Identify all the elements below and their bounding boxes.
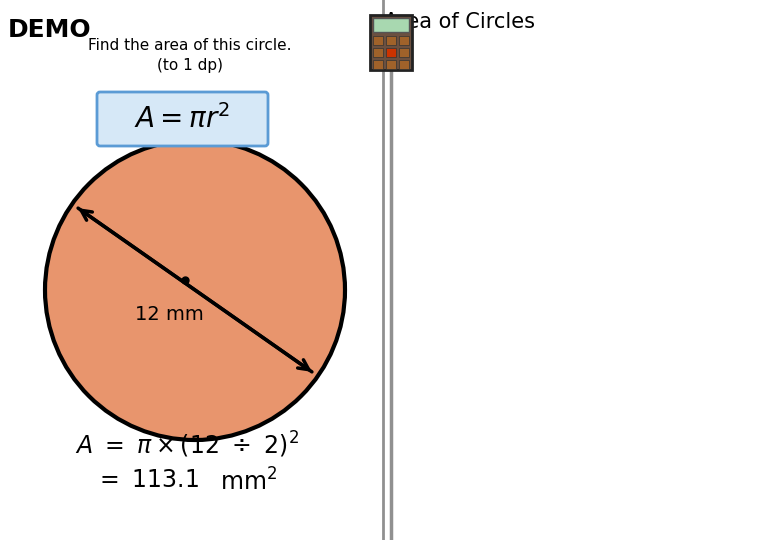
Text: (to 1 dp): (to 1 dp) — [157, 58, 223, 73]
FancyBboxPatch shape — [373, 60, 383, 69]
Text: $=\ 113.1$: $=\ 113.1$ — [95, 468, 199, 492]
Text: $A = \pi r^2$: $A = \pi r^2$ — [134, 104, 231, 134]
FancyBboxPatch shape — [386, 48, 396, 57]
FancyBboxPatch shape — [386, 60, 396, 69]
Text: $A\ =\ \pi \times (12\ \div\ 2)^2$: $A\ =\ \pi \times (12\ \div\ 2)^2$ — [75, 430, 299, 460]
Text: 12 mm: 12 mm — [135, 305, 204, 324]
Text: Find the area of this circle.: Find the area of this circle. — [88, 38, 292, 53]
FancyBboxPatch shape — [399, 48, 409, 57]
FancyBboxPatch shape — [386, 36, 396, 45]
FancyBboxPatch shape — [399, 60, 409, 69]
Circle shape — [45, 140, 345, 440]
Text: Area of Circles: Area of Circles — [385, 12, 536, 32]
FancyBboxPatch shape — [373, 18, 409, 32]
Text: $\mathrm{mm}^2$: $\mathrm{mm}^2$ — [220, 468, 277, 495]
FancyBboxPatch shape — [97, 92, 268, 146]
FancyBboxPatch shape — [373, 48, 383, 57]
FancyBboxPatch shape — [399, 36, 409, 45]
FancyBboxPatch shape — [373, 36, 383, 45]
FancyBboxPatch shape — [370, 15, 412, 70]
Text: DEMO: DEMO — [8, 18, 91, 42]
